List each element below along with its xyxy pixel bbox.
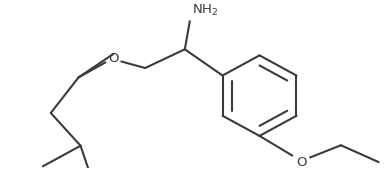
Text: NH$_2$: NH$_2$: [192, 3, 218, 18]
Text: O: O: [108, 52, 118, 65]
Text: O: O: [296, 156, 307, 169]
